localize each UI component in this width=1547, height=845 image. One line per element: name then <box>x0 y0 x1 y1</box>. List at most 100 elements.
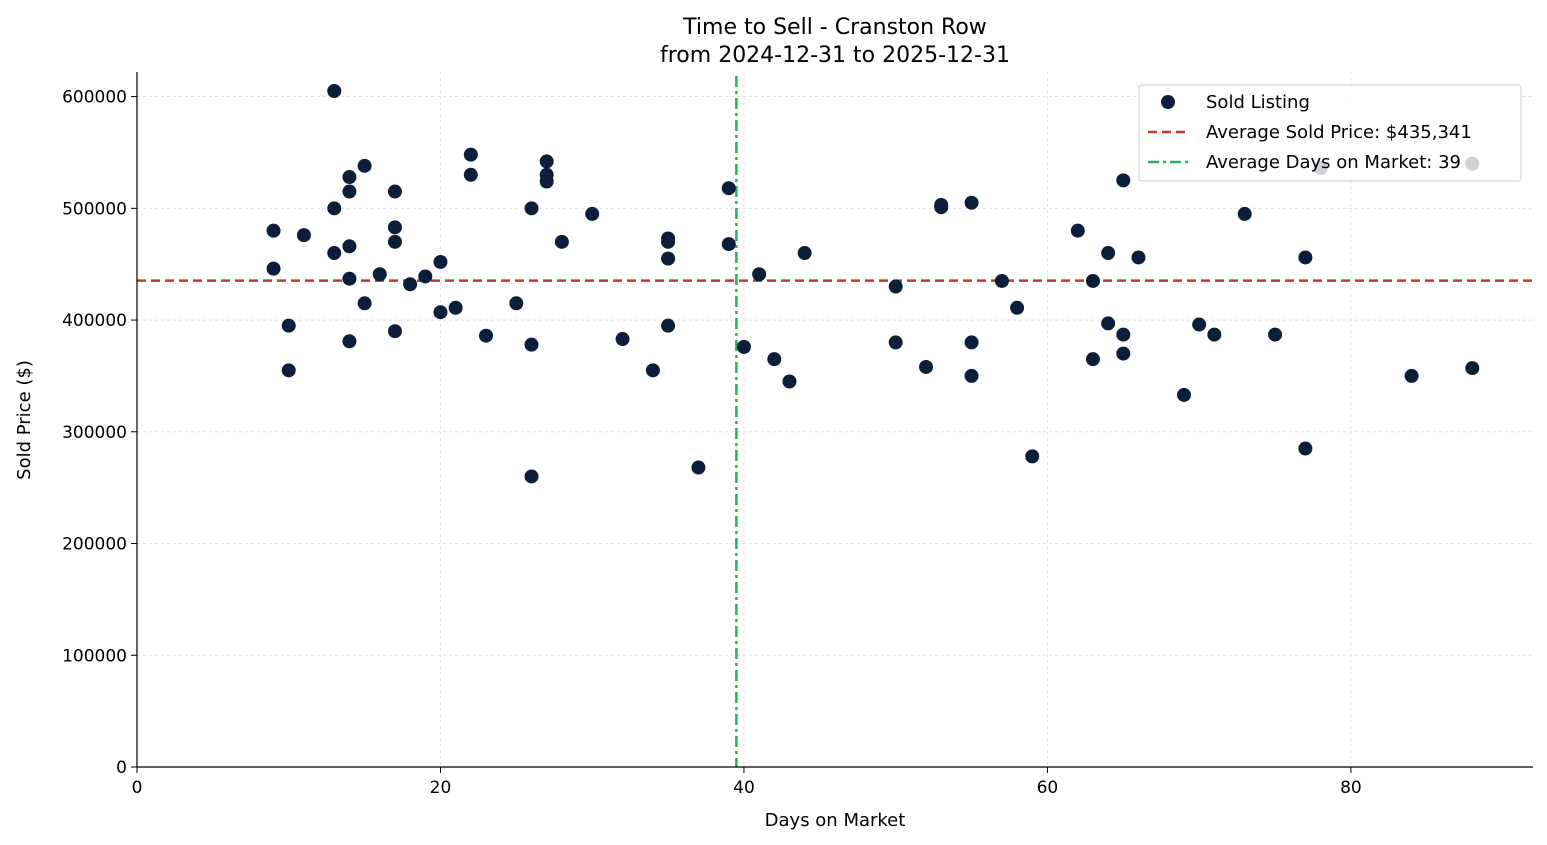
data-point <box>357 296 372 311</box>
data-point <box>509 296 524 311</box>
y-tick-label: 300000 <box>62 423 127 443</box>
data-point <box>1085 273 1100 288</box>
data-point <box>752 267 767 282</box>
x-axis-label: Days on Market <box>765 810 906 831</box>
data-point <box>661 251 676 266</box>
legend-label-sold-listing: Sold Listing <box>1206 92 1310 113</box>
reference-lines <box>137 76 1533 767</box>
data-point <box>387 220 402 235</box>
legend-label-average-price: Average Sold Price: $435,341 <box>1206 122 1472 143</box>
data-point <box>387 324 402 339</box>
data-point <box>1298 250 1313 265</box>
data-point <box>1116 346 1131 361</box>
data-point <box>782 374 797 389</box>
data-point <box>964 368 979 383</box>
data-point <box>342 184 357 199</box>
data-point <box>342 239 357 254</box>
y-tick-label: 200000 <box>62 535 127 555</box>
data-point <box>585 206 600 221</box>
data-point <box>888 279 903 294</box>
y-tick-label: 400000 <box>62 311 127 331</box>
data-point <box>342 334 357 349</box>
data-point <box>463 147 478 162</box>
data-point <box>554 234 569 249</box>
data-point <box>1116 327 1131 342</box>
x-tick-label: 0 <box>132 778 143 798</box>
axes: 0 20 40 60 80 0 100000 200000 300000 400000 500000… <box>62 72 1533 798</box>
data-point <box>1131 250 1146 265</box>
data-point <box>1101 316 1116 331</box>
y-tick-label: 100000 <box>62 646 127 666</box>
data-point <box>281 363 296 378</box>
data-point <box>342 170 357 185</box>
x-tick-label: 20 <box>430 778 452 798</box>
data-point <box>296 228 311 243</box>
data-point <box>342 271 357 286</box>
data-point <box>387 184 402 199</box>
data-point <box>433 305 448 320</box>
data-point <box>1177 387 1191 402</box>
data-point <box>721 237 736 252</box>
y-tick-label: 500000 <box>62 199 127 219</box>
data-point <box>418 269 433 284</box>
chart-title: Time to Sell - Cranston Row <box>682 15 987 40</box>
data-point <box>615 332 630 347</box>
data-point <box>1192 317 1207 332</box>
data-points <box>266 83 1480 484</box>
data-point <box>888 335 903 350</box>
legend: Sold Listing Average Sold Price: $435,34… <box>1138 84 1522 182</box>
data-point <box>736 339 751 354</box>
data-point <box>1070 223 1085 238</box>
data-point <box>448 300 463 315</box>
data-point <box>934 200 949 215</box>
data-point <box>1465 361 1480 376</box>
data-point <box>767 352 782 367</box>
legend-label-average-days: Average Days on Market: 39 <box>1206 152 1461 173</box>
data-point <box>1207 327 1222 342</box>
data-point <box>357 158 372 173</box>
data-point <box>1404 368 1419 383</box>
data-point <box>327 83 342 98</box>
data-point <box>266 223 281 238</box>
data-point <box>281 318 296 333</box>
data-point <box>1010 300 1025 315</box>
legend-marker-sold-listing <box>1161 95 1175 109</box>
data-point <box>661 234 676 249</box>
data-point <box>539 174 554 189</box>
data-point <box>403 277 418 292</box>
data-point <box>645 363 660 378</box>
data-point <box>691 460 706 475</box>
data-point <box>524 469 539 484</box>
data-point <box>964 195 979 210</box>
data-point <box>433 254 448 269</box>
data-point <box>797 246 812 261</box>
data-point <box>327 201 342 216</box>
y-tick-label: 600000 <box>62 88 127 108</box>
data-point <box>964 335 979 350</box>
data-point <box>661 318 676 333</box>
data-point <box>524 337 539 352</box>
data-point <box>1298 441 1313 456</box>
data-point <box>1101 246 1116 261</box>
data-point <box>994 273 1009 288</box>
data-point <box>721 181 736 196</box>
chart-subtitle: from 2024-12-31 to 2025-12-31 <box>660 43 1010 68</box>
y-axis-label: Sold Price ($) <box>14 360 35 480</box>
data-point <box>1116 173 1131 188</box>
data-point <box>524 201 539 216</box>
data-point <box>1268 327 1283 342</box>
data-point <box>387 234 402 249</box>
y-tick-label: 0 <box>116 758 127 778</box>
legend-frame <box>1138 84 1522 182</box>
data-point <box>479 328 493 343</box>
data-point <box>1025 449 1040 464</box>
data-point <box>1237 206 1252 221</box>
data-point <box>463 167 478 182</box>
x-tick-label: 40 <box>733 778 755 798</box>
data-point <box>327 246 342 261</box>
data-point <box>372 267 387 282</box>
data-point <box>919 359 934 374</box>
data-point <box>1085 352 1100 367</box>
data-point <box>266 261 281 276</box>
x-tick-label: 80 <box>1340 778 1362 798</box>
